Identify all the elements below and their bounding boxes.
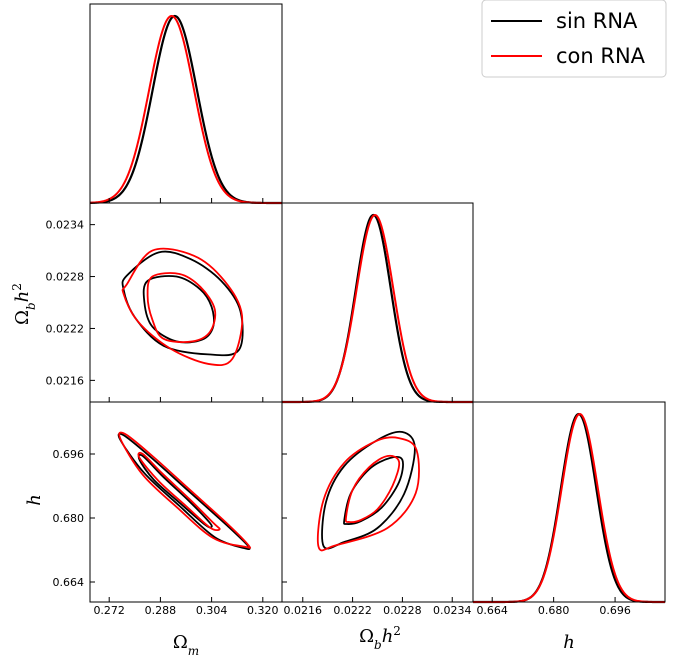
marginal-curve-sin-rna-p0 (89, 14, 283, 205)
panel-1-2-axes (281, 401, 474, 603)
x-tick-label-p1: 0.0234 (433, 604, 472, 617)
panel-frame (89, 3, 283, 204)
contour-sin-rna-68pct-p0-2 (137, 453, 213, 529)
contour-con-rna-68pct-p0-2 (137, 452, 221, 532)
panel-frame (472, 401, 666, 603)
legend-label-con-rna: con RNA (556, 44, 646, 68)
panel-0-0-curves (89, 14, 283, 205)
contour-sin-rna-95pct-p1-2 (321, 430, 416, 550)
y-tick-label-p1: 0.0234 (46, 219, 85, 232)
panel-frame (281, 401, 474, 603)
panel-frame (89, 401, 283, 603)
panel-2-2-curves (472, 412, 666, 604)
x-tick-label-p2: 0.664 (476, 604, 508, 617)
x-axis-label-omega-b-h2: Ωbh2 (359, 624, 401, 652)
x-tick-label-p0: 0.320 (247, 604, 279, 617)
x-tick-label-p0: 0.288 (145, 604, 177, 617)
y-tick-label-p2: 0.696 (53, 448, 85, 461)
x-axis-label-omega-m: Ωm (173, 632, 199, 656)
y-tick-label-p2: 0.680 (53, 512, 85, 525)
legend-frame (481, 0, 667, 78)
x-tick-label-p2: 0.680 (538, 604, 570, 617)
x-tick-label-p1: 0.0216 (284, 604, 323, 617)
contour-con-rna-95pct-p0-2 (118, 431, 252, 549)
panel-1-1-curves (281, 213, 474, 404)
panel-0-1-axes (89, 202, 283, 403)
y-axis-label-omega-b-h2: Ωbh2 (10, 283, 38, 325)
x-tick-label-p0: 0.304 (196, 604, 228, 617)
marginal-curve-con-rna-p0 (89, 15, 283, 204)
legend-label-sin-rna: sin RNA (556, 9, 638, 33)
contour-sin-rna-95pct-p0-2 (117, 432, 251, 551)
y-axis-label-h: h (24, 494, 45, 506)
y-tick-label-p2: 0.664 (53, 576, 85, 589)
marginal-curve-sin-rna-p1 (281, 213, 474, 404)
y-tick-label-p1: 0.0228 (46, 271, 85, 284)
panel-0-2-axes (89, 401, 283, 603)
subplots-layer: 0.272 0.288 0.304 0.320 0.0216 0.0222 0.0228 0.… (10, 3, 666, 656)
legend: sin RNA con RNA (481, 0, 667, 78)
x-tick-label-p1: 0.0228 (383, 604, 422, 617)
contour-con-rna-95pct-p1-2 (316, 436, 420, 552)
panel-frame (89, 202, 283, 403)
marginal-curve-con-rna-p2 (472, 413, 666, 603)
contour-sin-rna-68pct-p0-1 (142, 275, 215, 344)
x-tick-label-p0: 0.272 (93, 604, 125, 617)
panel-0-0-axes (89, 3, 283, 204)
x-tick-label-p2: 0.696 (599, 604, 631, 617)
x-axis-label-h: h (563, 632, 575, 653)
panel-frame (281, 202, 474, 403)
y-tick-label-p1: 0.0216 (46, 374, 85, 387)
marginal-curve-con-rna-p1 (281, 214, 474, 403)
contour-con-rna-95pct-p0-1 (121, 247, 244, 367)
y-tick-label-p1: 0.0222 (46, 322, 85, 335)
panel-2-2-axes (472, 401, 666, 603)
x-tick-label-p1: 0.0222 (333, 604, 372, 617)
panel-1-1-axes (281, 202, 474, 403)
panel-0-2-curves (117, 431, 252, 551)
contour-sin-rna-95pct-p0-1 (121, 250, 244, 357)
panel-0-1-curves (121, 247, 244, 367)
panel-1-2-curves (316, 430, 420, 552)
contour-con-rna-68pct-p0-1 (146, 272, 217, 343)
contour-con-rna-68pct-p1-2 (344, 454, 401, 524)
